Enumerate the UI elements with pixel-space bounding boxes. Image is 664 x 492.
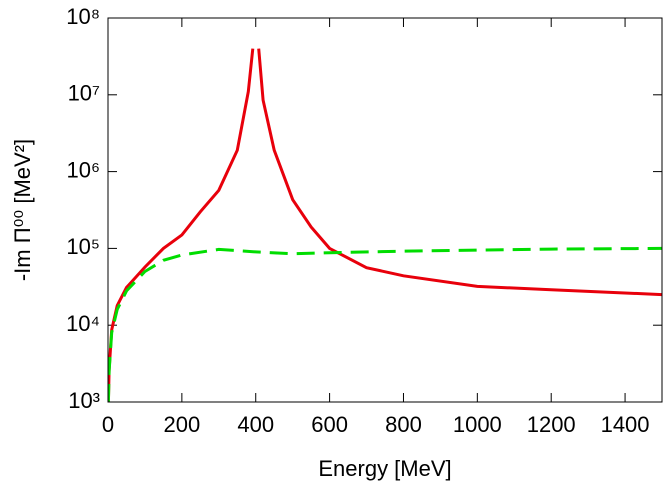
x-tick-label: 400 — [237, 412, 274, 437]
x-tick-label: 600 — [311, 412, 348, 437]
x-tick-label: 200 — [164, 412, 201, 437]
x-axis-label: Energy [MeV] — [318, 456, 451, 481]
y-tick-label: 10⁵ — [66, 234, 100, 259]
y-tick-label: 10⁷ — [68, 81, 100, 106]
plot-frame — [107, 17, 663, 403]
y-tick-label: 10³ — [68, 388, 100, 413]
series-line — [108, 246, 662, 402]
x-tick-label: 1400 — [601, 412, 650, 437]
x-tick-label: 800 — [385, 412, 422, 437]
y-tick-label: 10⁸ — [66, 4, 100, 29]
x-tick-label: 1000 — [453, 412, 502, 437]
y-tick-label: 10⁴ — [66, 311, 100, 336]
x-tick-label: 0 — [102, 412, 114, 437]
y-tick-label: 10⁶ — [66, 157, 100, 182]
y-axis-label: -Im Π⁰⁰ [MeV²] — [10, 139, 35, 281]
x-tick-label: 1200 — [527, 412, 576, 437]
series-line — [108, 48, 662, 402]
